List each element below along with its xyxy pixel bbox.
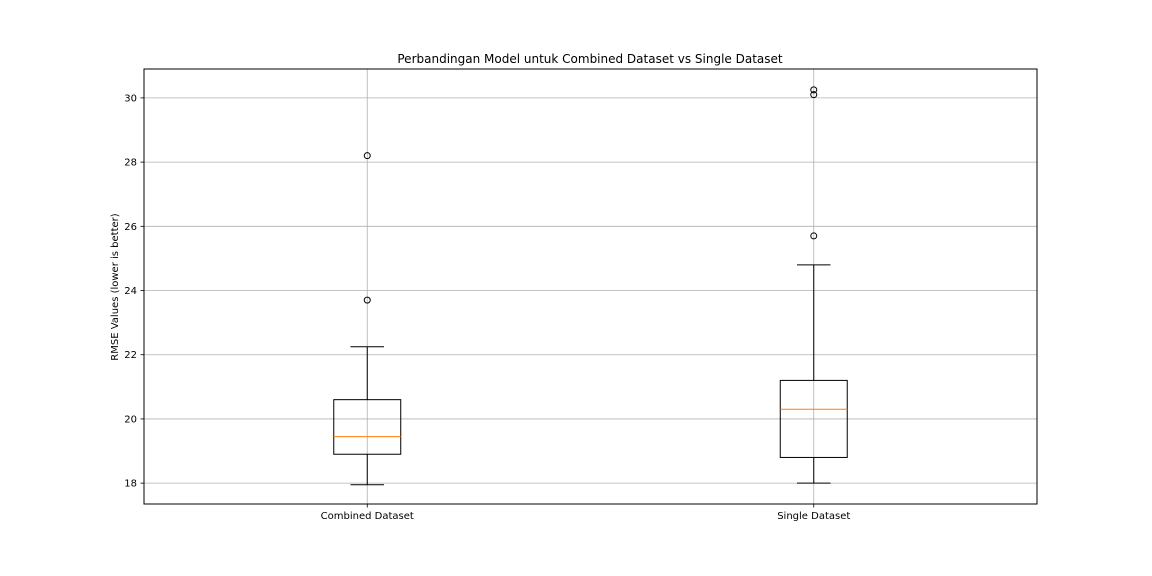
- outlier-point: [363, 296, 371, 304]
- iqr-box: [333, 399, 402, 455]
- y-tick-label: 30: [124, 93, 137, 104]
- y-tick-label: 28: [124, 158, 137, 169]
- x-tick-label: Combined Dataset: [321, 511, 414, 522]
- boxes: [333, 86, 848, 486]
- y-axis-label: RMSE Values (lower is better): [110, 213, 121, 360]
- outlier-point: [810, 91, 818, 99]
- axis-ticks: 18 20 22 24 26 28 30 Combined Dataset Single Dat…: [124, 93, 850, 522]
- outlier-point: [810, 86, 818, 94]
- box-group: [333, 152, 402, 486]
- plot-frame: [143, 68, 1038, 505]
- chart-title: Perbandingan Model untuk Combined Datase…: [397, 52, 783, 66]
- outlier-point: [363, 152, 371, 160]
- y-tick-label: 22: [124, 350, 137, 361]
- grid: [144, 69, 1037, 504]
- box-group: [779, 86, 848, 484]
- y-tick-label: 26: [124, 222, 137, 233]
- y-tick-label: 20: [124, 414, 137, 425]
- outlier-point: [810, 232, 818, 240]
- y-tick-label: 18: [124, 479, 137, 490]
- y-tick-label: 24: [124, 286, 137, 297]
- x-tick-label: Single Dataset: [777, 511, 850, 522]
- iqr-box: [779, 379, 848, 458]
